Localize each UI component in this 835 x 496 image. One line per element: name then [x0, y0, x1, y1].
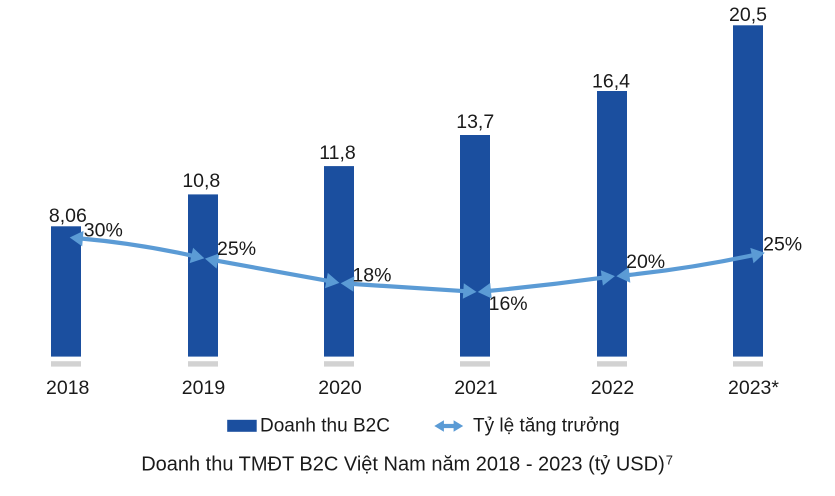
- svg-text:2020: 2020: [318, 377, 362, 399]
- svg-text:16%: 16%: [489, 293, 528, 315]
- svg-text:Doanh thu TMĐT B2C Việt Nam nă: Doanh thu TMĐT B2C Việt Nam năm 2018 - 2…: [141, 454, 665, 476]
- svg-text:2021: 2021: [454, 377, 497, 399]
- svg-text:2022: 2022: [591, 377, 634, 399]
- svg-text:10,8: 10,8: [182, 170, 220, 192]
- svg-text:30%: 30%: [84, 220, 123, 242]
- svg-text:25%: 25%: [217, 238, 256, 260]
- svg-text:2018: 2018: [46, 377, 89, 399]
- svg-text:25%: 25%: [763, 233, 802, 255]
- svg-text:18%: 18%: [352, 264, 391, 286]
- svg-text:20,5: 20,5: [729, 4, 767, 26]
- svg-text:8,06: 8,06: [49, 205, 87, 227]
- svg-text:Tỷ lệ tăng trưởng: Tỷ lệ tăng trưởng: [473, 416, 620, 437]
- svg-text:16,4: 16,4: [592, 70, 630, 92]
- svg-text:20%: 20%: [626, 251, 665, 273]
- svg-text:2023*: 2023*: [728, 377, 779, 399]
- svg-text:7: 7: [666, 452, 673, 467]
- svg-text:Doanh thu B2C: Doanh thu B2C: [260, 416, 390, 437]
- svg-text:2019: 2019: [182, 377, 225, 399]
- svg-text:11,8: 11,8: [319, 142, 356, 164]
- svg-text:13,7: 13,7: [456, 111, 494, 133]
